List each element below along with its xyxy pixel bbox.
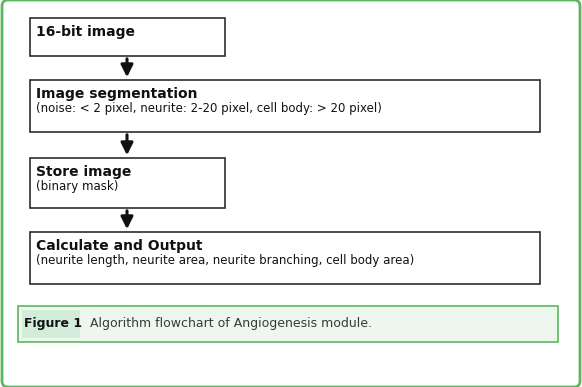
Text: Calculate and Output: Calculate and Output <box>36 239 203 253</box>
Text: Store image: Store image <box>36 165 132 179</box>
FancyBboxPatch shape <box>30 18 225 56</box>
Text: Image segmentation: Image segmentation <box>36 87 197 101</box>
FancyBboxPatch shape <box>30 158 225 208</box>
FancyBboxPatch shape <box>30 80 540 132</box>
Text: (neurite length, neurite area, neurite branching, cell body area): (neurite length, neurite area, neurite b… <box>36 254 414 267</box>
Text: (binary mask): (binary mask) <box>36 180 118 193</box>
Text: 16-bit image: 16-bit image <box>36 25 135 39</box>
Text: (noise: < 2 pixel, neurite: 2-20 pixel, cell body: > 20 pixel): (noise: < 2 pixel, neurite: 2-20 pixel, … <box>36 102 382 115</box>
Text: Figure 1: Figure 1 <box>24 317 82 330</box>
FancyBboxPatch shape <box>22 310 80 338</box>
Text: Algorithm flowchart of Angiogenesis module.: Algorithm flowchart of Angiogenesis modu… <box>90 317 372 330</box>
FancyBboxPatch shape <box>30 232 540 284</box>
FancyBboxPatch shape <box>18 306 558 342</box>
